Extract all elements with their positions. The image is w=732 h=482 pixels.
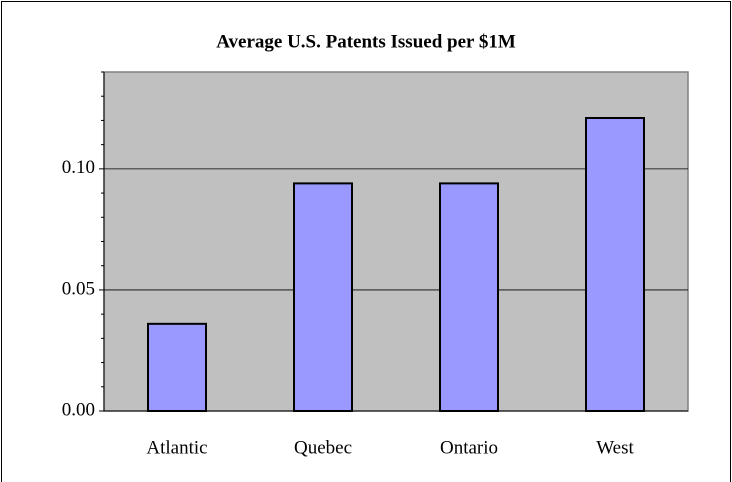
chart-title: Average U.S. Patents Issued per $1M	[216, 31, 516, 52]
y-tick-label: 0.05	[62, 278, 95, 299]
bar	[293, 182, 353, 412]
x-tick-label: Ontario	[440, 437, 498, 458]
x-tick-label: West	[596, 437, 634, 458]
x-tick-label: Atlantic	[146, 437, 207, 458]
x-tick-label: Quebec	[294, 437, 352, 458]
y-tick-label: 0.00	[62, 399, 95, 420]
bar	[147, 322, 207, 413]
bar	[439, 182, 499, 412]
bar	[585, 117, 645, 412]
y-tick-label: 0.10	[62, 157, 95, 178]
